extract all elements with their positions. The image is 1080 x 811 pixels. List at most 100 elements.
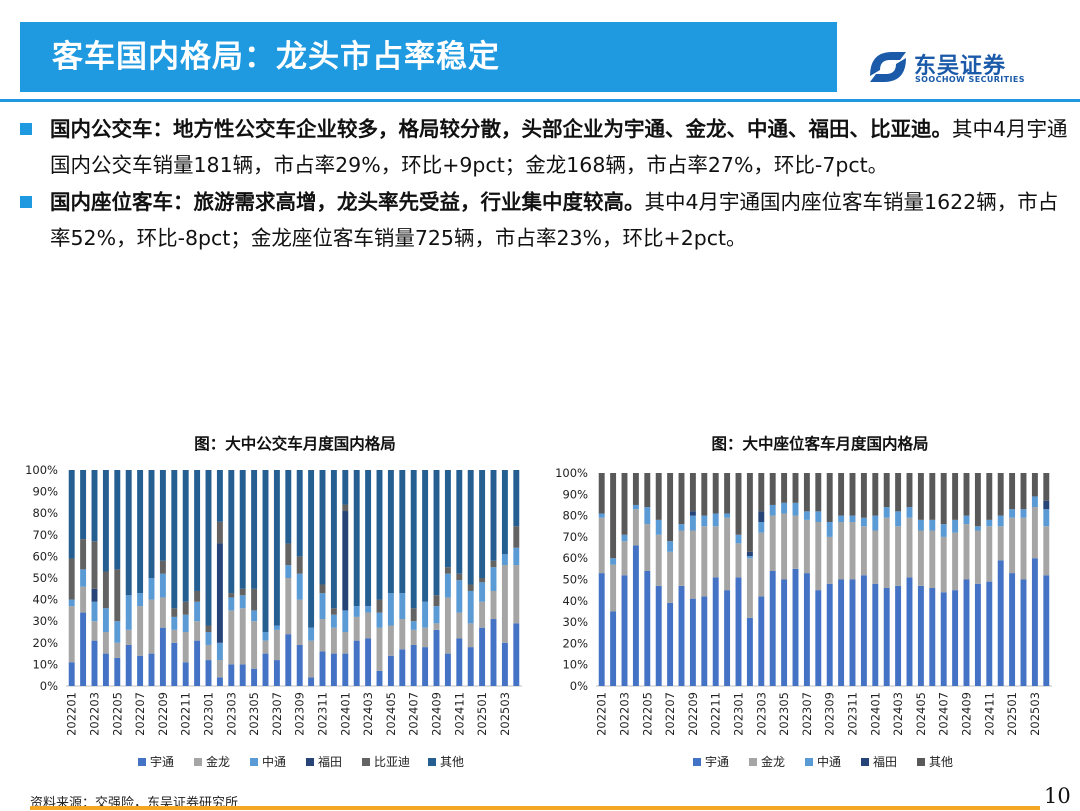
bar-segment (724, 590, 731, 686)
bar-segment (399, 593, 406, 620)
x-tick-label: 202209 (156, 692, 170, 736)
y-tick-label: 20% (32, 636, 58, 650)
bullet-item-coach: 国内座位客车：旅游需求高增，龙头率先受益，行业集中度较高。其中4月宇通国内座位客… (20, 184, 1070, 256)
legend-label: 其他 (440, 755, 464, 769)
bar-segment (746, 473, 753, 552)
bar-segment (296, 644, 303, 686)
bar-segment (940, 524, 947, 537)
chart-coach-share: 0% 10% 20% 30% 40% 50% 60% 70% 80% 90% 100% 202201 2… (555, 466, 1052, 769)
bar-segment (239, 588, 246, 596)
bullet-square-icon (20, 123, 32, 135)
bar-segment (159, 560, 166, 574)
bar-segment (444, 573, 451, 598)
y-tick-label: 0% (40, 679, 58, 693)
bar-segment (1043, 575, 1050, 686)
bar-segment (906, 507, 913, 518)
bar-segment (735, 577, 742, 686)
y-tick-label: 40% (32, 593, 58, 607)
bar-segment (159, 470, 166, 561)
bar-segment (410, 621, 417, 630)
x-tick-label: 202405 (914, 692, 928, 736)
bar-segment (655, 519, 662, 535)
legend-swatch (917, 758, 925, 766)
bar-segment (456, 638, 463, 686)
bar-segment (621, 473, 628, 535)
bar-segment (467, 590, 474, 624)
bar-segment (376, 612, 383, 628)
y-tick-label: 40% (562, 594, 588, 608)
legend-swatch (805, 758, 813, 766)
y-tick-label: 30% (562, 615, 588, 629)
bar-segment (974, 526, 981, 531)
legend-swatch (250, 758, 258, 766)
x-tick-label: 202207 (663, 692, 677, 736)
bar-segment (433, 623, 440, 630)
bar-segment (342, 511, 349, 611)
y-tick-label: 10% (32, 657, 58, 671)
bar-segment (792, 568, 799, 686)
bar-segment (621, 575, 628, 686)
bar-segment (986, 581, 993, 686)
bar-segment (182, 601, 189, 615)
bar-segment (365, 612, 372, 639)
bar-segment (769, 473, 776, 505)
legend-swatch (362, 758, 370, 766)
bar-segment (296, 556, 303, 574)
bar-segment (724, 473, 731, 514)
bar-segment (159, 573, 166, 598)
bar-segment (399, 470, 406, 594)
bar-segment (792, 515, 799, 569)
bar-segment (114, 470, 121, 570)
bar-segment (102, 632, 109, 654)
y-tick-label: 60% (32, 549, 58, 563)
bar-segment (860, 575, 867, 686)
bar-segment (701, 515, 708, 527)
bar-segment (80, 569, 87, 587)
x-tick-label: 202211 (179, 692, 193, 736)
bar-segment (262, 653, 269, 686)
bar-segment (342, 632, 349, 654)
bar-segment (712, 577, 719, 686)
bar-segment (342, 504, 349, 512)
bar-segment (781, 502, 788, 514)
bar-segment (689, 515, 696, 531)
bar-segment (376, 627, 383, 671)
bar-segment (781, 473, 788, 503)
bar-segment (444, 597, 451, 654)
bar-segment (319, 584, 326, 594)
bar-segment (182, 614, 189, 632)
bar-segment (285, 578, 292, 635)
bar-segment (171, 608, 178, 617)
x-tick-label: 202407 (407, 692, 421, 736)
bar-segment (273, 660, 280, 686)
bar-segment (849, 473, 856, 516)
x-tick-label: 202409 (430, 692, 444, 736)
bar-segment (387, 625, 394, 656)
bar-segment (376, 599, 383, 613)
x-tick-label: 202411 (982, 692, 996, 736)
bar-segment (444, 653, 451, 686)
bar-segment (68, 470, 75, 559)
bar-segment (883, 473, 890, 508)
bar-segment (239, 470, 246, 589)
bar-segment (917, 585, 924, 686)
bar-segment (883, 507, 890, 518)
bar-segment (826, 583, 833, 686)
bar-segment (194, 470, 201, 591)
bar-segment (758, 511, 765, 522)
bar-segment (251, 610, 258, 622)
bar-segment (963, 473, 970, 516)
bar-segment (952, 473, 959, 520)
bar-segment (724, 517, 731, 591)
bar-segment (701, 596, 708, 686)
bar-segment (735, 543, 742, 578)
bar-segment (422, 627, 429, 648)
bar-segment (501, 565, 508, 643)
bar-segment (205, 470, 212, 626)
bar-segment (80, 470, 87, 540)
bar-segment (194, 590, 201, 602)
bar-segment (974, 473, 981, 527)
legend-label: 宇通 (150, 755, 174, 769)
bar-segment (712, 526, 719, 578)
x-tick-label: 202407 (937, 692, 951, 736)
